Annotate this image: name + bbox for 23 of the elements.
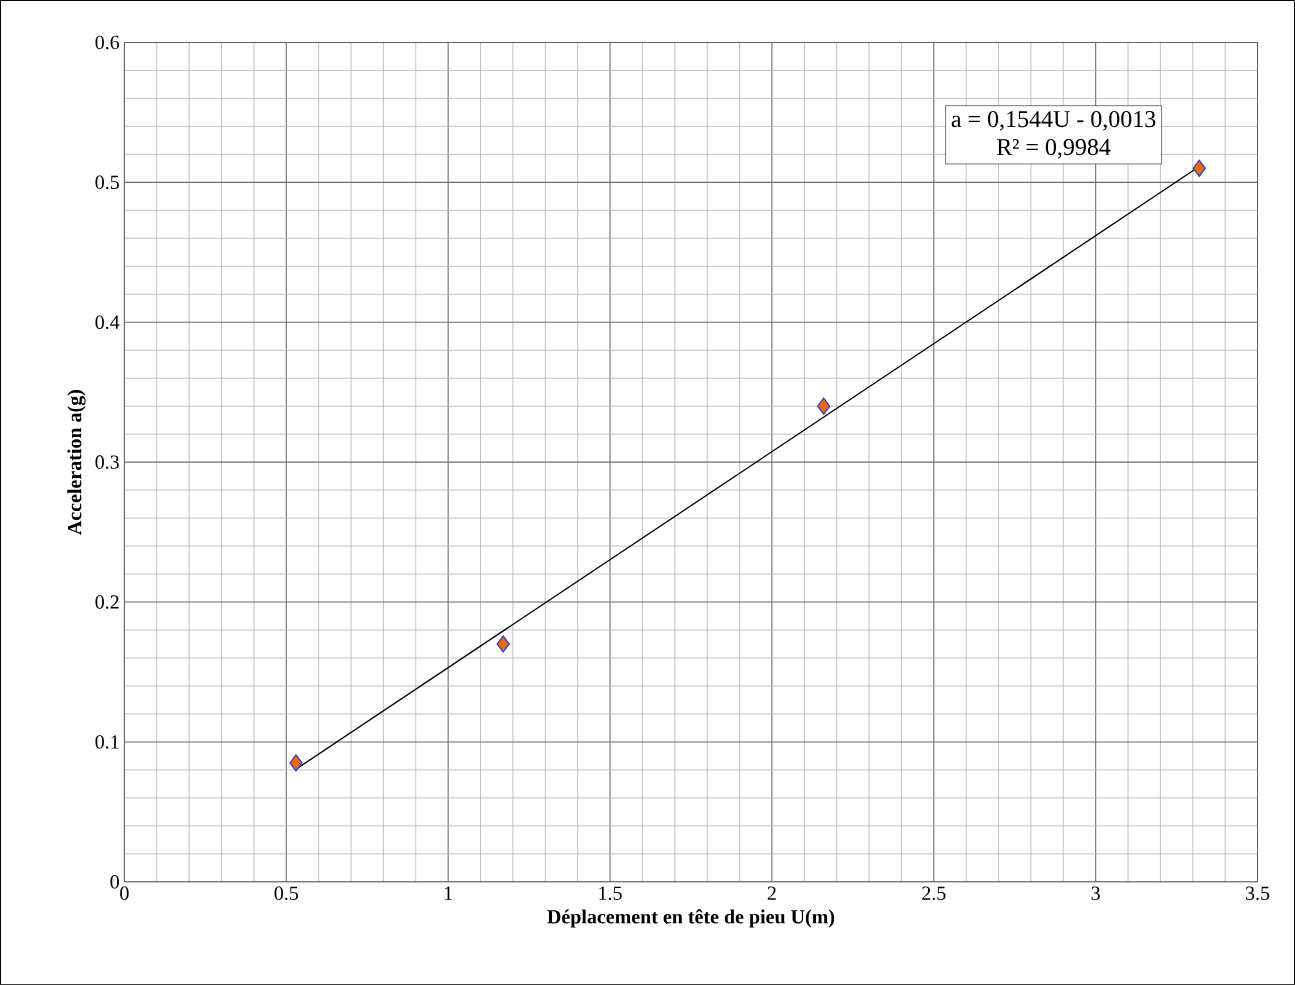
- x-tick-label: 0: [120, 886, 129, 900]
- y-tick-label: 0: [110, 874, 119, 889]
- x-tick-label: 3: [1091, 886, 1100, 900]
- y-axis-title: Acceleration a(g): [67, 389, 86, 535]
- y-tick-label: 0.4: [95, 315, 120, 329]
- x-tick-label: 2: [767, 886, 776, 900]
- y-tick-label: 0.5: [95, 175, 119, 190]
- y-tick-label: 0.6: [95, 35, 120, 50]
- annotation: R² = 0,9984: [996, 138, 1111, 159]
- annotation: a = 0,1544U - 0,0013: [951, 110, 1156, 131]
- y-tick-label: 0.1: [95, 735, 119, 749]
- x-tick-label: 1: [444, 886, 452, 900]
- point: [289, 754, 303, 772]
- x-tick-label: 1.5: [599, 886, 622, 900]
- x-tick-label: 3.5: [1246, 886, 1270, 900]
- point: [1192, 159, 1206, 177]
- y-tick-label: 0.2: [95, 595, 119, 609]
- point: [496, 635, 510, 653]
- y-tick-label: 0.3: [95, 455, 119, 469]
- point: [817, 397, 831, 415]
- x-tick-label: 0.5: [274, 886, 298, 900]
- x-axis-title: Déplacement en tête de pieu U(m): [547, 909, 835, 928]
- x-tick-label: 2.5: [922, 886, 946, 900]
